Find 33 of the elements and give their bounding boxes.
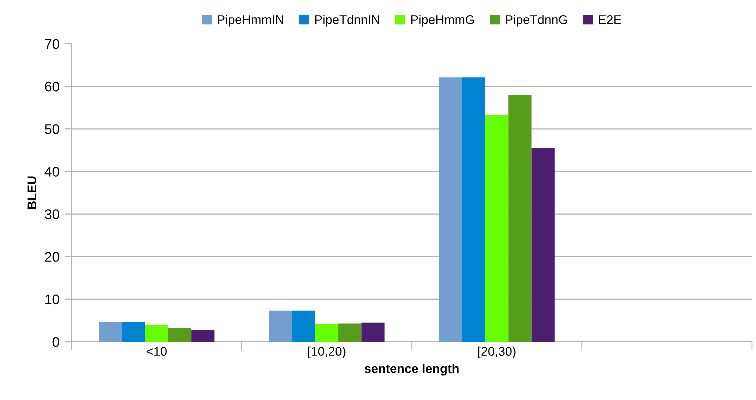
bar [168,328,192,342]
x-axis-title: sentence length [364,364,459,376]
bar [338,324,362,342]
legend-label: PipeHmmG [412,15,474,27]
bar [532,148,555,342]
bar [122,322,146,342]
bar [362,322,385,342]
bar [315,324,339,342]
bar [145,324,168,342]
legend-label: E2E [599,15,622,24]
y-tick-label: 60 [45,82,60,92]
legend-label: PipeTdnnG [506,15,568,27]
y-tick-label: 0 [52,337,60,348]
y-tick-label: 30 [45,210,60,220]
bar [269,310,292,342]
x-tick-label: [10,20) [308,346,346,359]
bar [462,78,486,342]
y-tick-label: 20 [45,252,60,262]
x-tick-label: <10 [146,347,167,356]
bar [439,78,462,342]
bar [99,322,122,342]
y-axis-title: BLEU [28,176,37,210]
bar [192,330,215,342]
y-tick-label: 10 [46,294,60,305]
y-tick-label: 70 [45,39,60,50]
x-tick-label: [20,30) [478,346,516,359]
bar [508,95,532,342]
y-tick-label: 50 [45,124,60,134]
legend-label: PipeTdnnIN [316,15,380,27]
bar [486,115,509,342]
legend-label: PipeHmmIN [218,15,284,27]
y-tick-label: 40 [44,167,60,177]
bar [292,310,316,342]
